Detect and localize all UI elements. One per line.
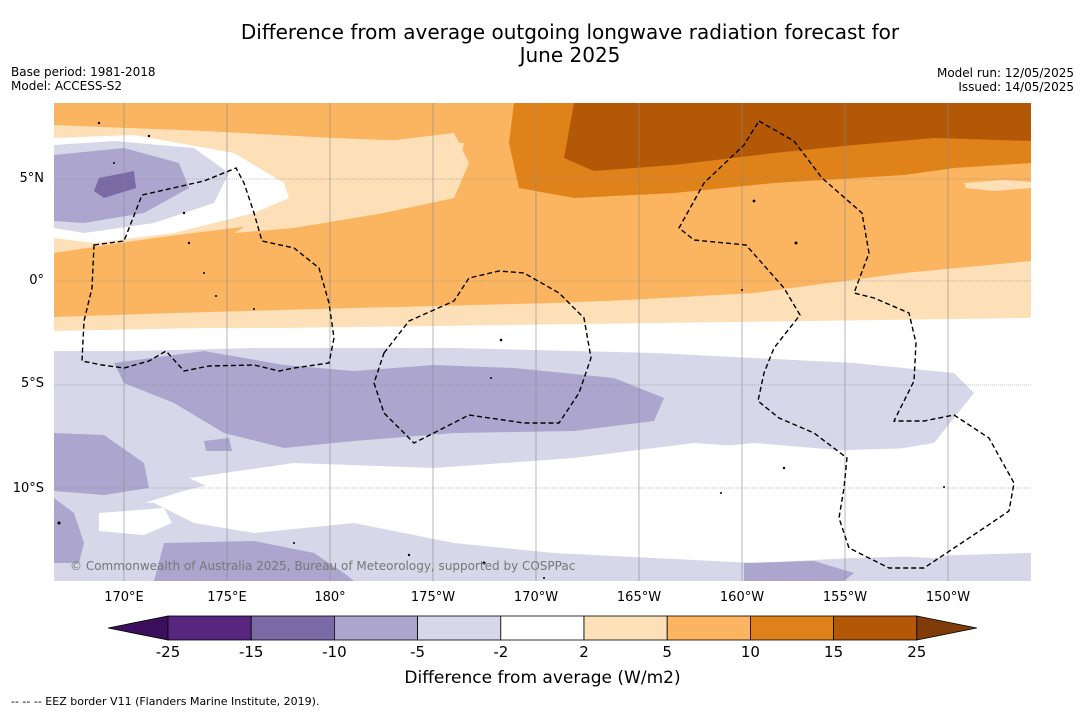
contour-white-small [99,508,172,535]
colorbar-tick-label: -10 [322,643,347,661]
island [720,492,722,494]
island [57,521,61,525]
colorbar-segment [167,615,252,641]
lon-label-180: 180° [314,590,346,605]
lon-label-160w: 160°W [719,590,765,605]
base-period: Base period: 1981-2018 [11,65,156,79]
colorbar-tick-label: -2 [493,643,509,661]
island [782,466,786,470]
colorbar-segment [333,615,418,641]
olr-anomaly-map [54,103,1031,581]
island [407,553,411,557]
colorbar-extend-high [916,615,977,641]
island [741,289,743,291]
island [293,542,295,544]
colorbar-tick-label: -15 [238,643,264,661]
contour-brown-northeast [564,103,1031,171]
colorbar-segment [250,615,335,641]
eez-border-kiribati-gilberts [81,167,335,372]
colorbar-tick-label: -5 [410,643,426,661]
island [490,377,492,379]
lon-label-175w: 175°W [410,590,456,605]
lon-label-175e: 175°E [207,590,247,605]
graticule-meridians [123,103,949,581]
contour-purple-bottom [154,541,354,581]
colorbar-segments [108,615,977,641]
island [215,295,217,297]
map-panel: © Commonwealth of Australia 2025, Bureau… [54,103,1031,581]
contour-light-orange-inner [134,133,469,233]
colorbar-tick-label: 10 [740,643,760,661]
lat-label-10s: 10°S [12,481,44,496]
colorbar-segment [833,615,918,641]
colorbar-extend-low [108,615,169,641]
island [943,486,945,488]
eez-legend: -- -- -- EEZ border V11 (Flanders Marine… [11,695,320,708]
island [543,577,545,579]
model-run: Model run: 12/05/2025 [936,66,1074,80]
island [187,241,191,245]
colorbar-tick-label: 2 [579,643,589,661]
contour-purple-southwest [54,433,149,495]
islands [57,121,945,579]
contour-purple-south [114,351,664,448]
contour-purple-small [204,438,232,451]
meta-left: Base period: 1981-2018 Model: ACCESS-S2 [11,65,156,93]
graticule [54,178,1031,489]
lon-label-170w: 170°W [513,590,559,605]
contour-dark-purple-northwest [94,171,136,198]
eez-border-phoenix [373,270,592,444]
colorbar-tick-label: -25 [155,643,181,661]
title-line-2: June 2025 [519,43,621,67]
contour-purple-southwest-corner [54,498,84,563]
island [97,121,101,125]
colorbar-segment [417,615,502,641]
colorbar-tick-label: 25 [907,643,927,661]
contour-white-lower [189,443,1031,558]
island [182,211,186,215]
contour-light-strip-east [964,180,1031,191]
lat-label-0: 0° [29,273,44,288]
colorbar [108,615,977,641]
colorbar-segment [750,615,835,641]
issued-date: Issued: 14/05/2025 [958,80,1074,94]
lon-label-170e: 170°E [104,590,144,605]
eez-border-line-islands [678,120,1015,569]
meta-right: Model run: 12/05/2025 Issued: 14/05/2025 [937,66,1074,94]
model-name: Model: ACCESS-S2 [11,79,123,93]
island [499,338,503,342]
colorbar-tick-label: 5 [662,643,672,661]
island [203,272,205,274]
eez-borders [81,120,1015,569]
lon-label-165w: 165°W [616,590,662,605]
island [113,162,115,164]
lon-label-155w: 155°W [822,590,868,605]
island [752,199,756,203]
copyright-notice: © Commonwealth of Australia 2025, Bureau… [70,559,576,573]
island [253,308,255,310]
title-line-1: Difference from average outgoing longwav… [240,20,900,44]
island [482,561,486,565]
lon-label-150w: 150°W [925,590,971,605]
contour-light-orange-south [54,263,1031,331]
island [794,241,798,245]
colorbar-segment [666,615,751,641]
island [147,134,151,138]
colorbar-segment [500,615,585,641]
contour-purple-bottom-east [744,561,854,581]
colorbar-label: Difference from average (W/m2) [404,668,681,688]
lat-label-5s: 5°S [20,376,44,391]
map-title: Difference from average outgoing longwav… [0,21,1085,67]
colorbar-segment [583,615,668,641]
colorbar-tick-label: 15 [824,643,844,661]
lat-label-5n: 5°N [19,171,45,186]
